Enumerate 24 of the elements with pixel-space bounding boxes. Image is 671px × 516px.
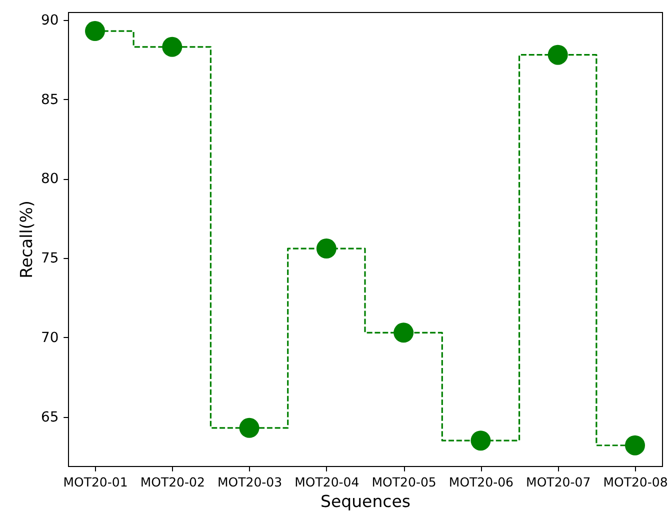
- x-tick-label: MOT20-05: [372, 474, 436, 490]
- x-axis-title: Sequences: [320, 492, 410, 511]
- point: [239, 418, 260, 438]
- y-tick-label: 65: [41, 409, 59, 426]
- point: [85, 21, 105, 42]
- y-axis-title: Recall(%): [17, 200, 36, 278]
- point: [625, 435, 645, 456]
- x-tick-label: MOT20-01: [63, 474, 128, 490]
- point: [548, 44, 568, 65]
- point: [316, 238, 336, 259]
- y-tick-label: 90: [41, 12, 59, 28]
- x-tick-label: MOT20-03: [217, 474, 282, 490]
- x-tick-label: MOT20-07: [526, 474, 591, 490]
- point: [470, 430, 491, 451]
- y-tick-label: 75: [41, 250, 59, 267]
- x-tick-label: MOT20-02: [140, 474, 205, 490]
- y-tick-label: 80: [41, 171, 59, 188]
- y-tick-label: 70: [41, 330, 59, 346]
- point: [162, 36, 182, 57]
- y-tick-label: 85: [41, 92, 59, 108]
- x-tick-label: MOT20-04: [294, 474, 360, 490]
- x-tick-label: MOT20-08: [603, 474, 668, 490]
- point: [394, 322, 414, 343]
- x-tick-label: MOT20-06: [448, 474, 514, 490]
